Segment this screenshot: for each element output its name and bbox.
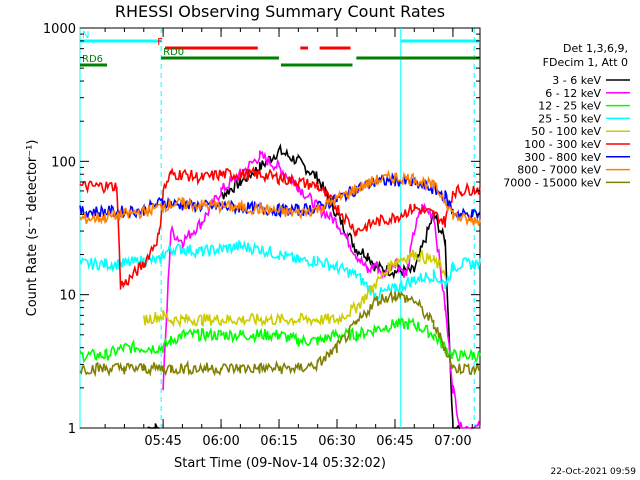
timestamp: 22-Oct-2021 09:59 bbox=[551, 467, 637, 477]
x-tick-label: 06:30 bbox=[318, 434, 355, 449]
legend-label: 100 - 300 keV bbox=[524, 138, 601, 151]
y-tick-label: 100 bbox=[51, 155, 76, 170]
series-line bbox=[79, 239, 481, 302]
legend-label: 800 - 7000 keV bbox=[517, 164, 601, 177]
flag-bar-label: N bbox=[82, 30, 89, 41]
series-line bbox=[162, 150, 481, 429]
legend-label: 7000 - 15000 keV bbox=[503, 176, 601, 189]
series-line bbox=[79, 169, 481, 227]
series-line bbox=[147, 143, 462, 430]
series-line bbox=[79, 165, 481, 290]
flag-bar-label: RD6 bbox=[82, 54, 103, 65]
legend-header: FDecim 1, Att 0 bbox=[543, 56, 628, 69]
legend-label: 25 - 50 keV bbox=[538, 112, 601, 125]
x-axis-label: Start Time (09-Nov-14 05:32:02) bbox=[174, 456, 386, 471]
legend-label: 6 - 12 keV bbox=[545, 87, 601, 100]
y-tick-label: 1000 bbox=[43, 22, 76, 37]
x-tick-label: 06:00 bbox=[202, 434, 239, 449]
x-tick-label: 06:15 bbox=[260, 434, 297, 449]
y-tick-label: 10 bbox=[59, 289, 76, 304]
y-tick-label: 1 bbox=[68, 422, 76, 437]
y-axis-label: Count Rate (s⁻¹ detector⁻¹) bbox=[25, 140, 40, 317]
x-tick-label: 05:45 bbox=[144, 434, 181, 449]
legend-label: 3 - 6 keV bbox=[552, 74, 601, 87]
flag-bar-label: RD0 bbox=[163, 47, 184, 58]
flag-bar-label: F bbox=[157, 37, 163, 48]
legend-label: 12 - 25 keV bbox=[538, 100, 601, 113]
chart-title: RHESSI Observing Summary Count Rates bbox=[115, 2, 445, 21]
legend-header: Det 1,3,6,9, bbox=[563, 42, 628, 55]
series-line bbox=[79, 289, 481, 378]
x-tick-label: 06:45 bbox=[376, 434, 413, 449]
series-line bbox=[143, 249, 446, 329]
x-tick-label: 07:00 bbox=[434, 434, 471, 449]
legend-label: 300 - 800 keV bbox=[524, 151, 601, 164]
series-line bbox=[79, 316, 481, 364]
legend-label: 50 - 100 keV bbox=[531, 125, 601, 138]
